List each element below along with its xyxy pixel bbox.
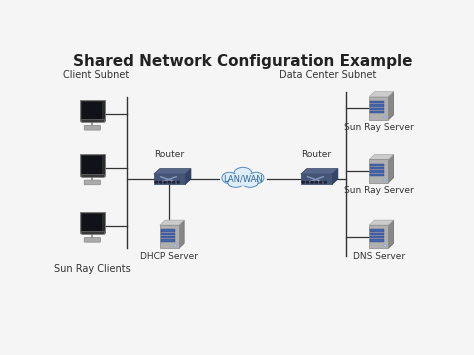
Bar bbox=[81, 119, 104, 122]
Bar bbox=[161, 239, 175, 241]
Text: Sun Ray Server: Sun Ray Server bbox=[344, 123, 414, 132]
Bar bbox=[154, 174, 185, 185]
FancyBboxPatch shape bbox=[84, 125, 100, 130]
Bar bbox=[369, 159, 388, 183]
Polygon shape bbox=[369, 92, 393, 97]
Bar bbox=[161, 236, 175, 238]
FancyBboxPatch shape bbox=[84, 180, 100, 185]
FancyBboxPatch shape bbox=[84, 237, 100, 242]
Circle shape bbox=[155, 181, 158, 184]
Bar bbox=[371, 101, 384, 103]
Bar bbox=[161, 229, 175, 232]
Circle shape bbox=[323, 181, 327, 184]
Ellipse shape bbox=[222, 172, 237, 184]
Text: DNS Server: DNS Server bbox=[353, 252, 405, 261]
Polygon shape bbox=[332, 169, 338, 185]
Ellipse shape bbox=[228, 178, 244, 187]
Text: Sun Ray Server: Sun Ray Server bbox=[344, 186, 414, 195]
Bar bbox=[82, 102, 102, 119]
Polygon shape bbox=[388, 92, 393, 120]
Circle shape bbox=[174, 245, 177, 246]
Circle shape bbox=[319, 181, 322, 184]
Circle shape bbox=[159, 181, 163, 184]
Ellipse shape bbox=[242, 178, 258, 187]
Bar bbox=[371, 229, 384, 232]
Polygon shape bbox=[179, 220, 184, 248]
Bar bbox=[81, 174, 104, 176]
Circle shape bbox=[315, 181, 318, 184]
Circle shape bbox=[384, 245, 386, 246]
FancyBboxPatch shape bbox=[80, 212, 105, 233]
Bar bbox=[371, 164, 384, 166]
Bar bbox=[369, 225, 388, 248]
Bar bbox=[371, 104, 384, 106]
Bar bbox=[82, 214, 102, 231]
Polygon shape bbox=[369, 154, 393, 159]
Bar bbox=[371, 233, 384, 235]
FancyBboxPatch shape bbox=[80, 100, 105, 121]
Circle shape bbox=[176, 181, 180, 184]
Polygon shape bbox=[388, 154, 393, 183]
Bar bbox=[160, 225, 179, 248]
Text: Router: Router bbox=[301, 150, 331, 159]
Ellipse shape bbox=[249, 172, 264, 184]
Polygon shape bbox=[154, 169, 191, 174]
Bar bbox=[301, 174, 332, 185]
Text: LAN/WAN: LAN/WAN bbox=[223, 175, 263, 184]
Polygon shape bbox=[185, 169, 191, 185]
Circle shape bbox=[168, 181, 171, 184]
Polygon shape bbox=[369, 220, 393, 225]
Circle shape bbox=[172, 181, 175, 184]
Bar bbox=[161, 233, 175, 235]
Circle shape bbox=[310, 181, 314, 184]
Bar bbox=[81, 231, 104, 234]
Text: Shared Network Configuration Example: Shared Network Configuration Example bbox=[73, 54, 413, 69]
Circle shape bbox=[164, 181, 167, 184]
Text: Sun Ray Clients: Sun Ray Clients bbox=[54, 264, 131, 274]
Ellipse shape bbox=[230, 173, 256, 186]
Text: Data Center Subnet: Data Center Subnet bbox=[279, 70, 376, 80]
Text: DHCP Server: DHCP Server bbox=[140, 252, 199, 261]
Bar bbox=[371, 236, 384, 238]
Circle shape bbox=[306, 181, 310, 184]
Circle shape bbox=[301, 181, 305, 184]
Bar bbox=[371, 108, 384, 110]
Bar bbox=[371, 167, 384, 169]
Bar bbox=[371, 111, 384, 113]
Bar bbox=[371, 170, 384, 173]
Bar bbox=[371, 174, 384, 176]
Bar bbox=[371, 239, 384, 241]
Polygon shape bbox=[160, 220, 184, 225]
Circle shape bbox=[384, 179, 386, 181]
Polygon shape bbox=[388, 220, 393, 248]
FancyBboxPatch shape bbox=[80, 154, 105, 176]
Text: Client Subnet: Client Subnet bbox=[63, 70, 129, 80]
Bar bbox=[82, 156, 102, 174]
Text: Router: Router bbox=[155, 150, 184, 159]
Bar bbox=[369, 97, 388, 120]
Ellipse shape bbox=[234, 167, 252, 180]
Polygon shape bbox=[301, 169, 338, 174]
Circle shape bbox=[384, 116, 386, 118]
